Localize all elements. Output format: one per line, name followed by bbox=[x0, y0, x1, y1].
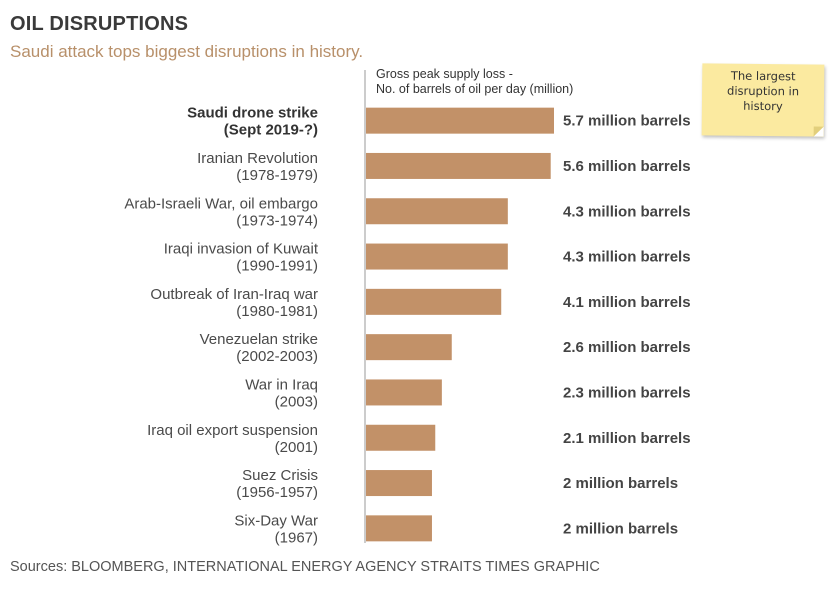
bar bbox=[366, 288, 502, 315]
category-label: Venezuelan strike bbox=[200, 331, 318, 348]
category-label: (1973-1974) bbox=[236, 212, 318, 229]
category-label: Saudi drone strike bbox=[187, 105, 318, 122]
bar bbox=[366, 107, 554, 134]
data-label: 4.3 million barrels bbox=[563, 249, 691, 266]
category-label: (1978-1979) bbox=[236, 167, 318, 184]
bar bbox=[366, 198, 508, 225]
data-label: 2.3 million barrels bbox=[563, 384, 691, 401]
bar bbox=[366, 152, 551, 179]
bar bbox=[366, 379, 442, 406]
category-label: (2003) bbox=[275, 393, 318, 410]
category-label: (1967) bbox=[275, 529, 318, 546]
axis-title-line-1: Gross peak supply loss - bbox=[376, 67, 513, 81]
category-label: (2002-2003) bbox=[236, 348, 318, 365]
category-label: (1990-1991) bbox=[236, 258, 318, 275]
data-label: 4.1 million barrels bbox=[563, 294, 691, 311]
category-label: Suez Crisis bbox=[242, 467, 318, 484]
data-label: 5.6 million barrels bbox=[563, 158, 691, 175]
data-label: 5.7 million barrels bbox=[563, 113, 691, 130]
data-label: 2.1 million barrels bbox=[563, 430, 691, 447]
data-label: 2 million barrels bbox=[563, 520, 678, 537]
category-label: War in Iraq bbox=[245, 376, 318, 393]
category-label: (1956-1957) bbox=[236, 484, 318, 501]
bar bbox=[366, 243, 508, 270]
bar bbox=[366, 424, 436, 451]
category-label: Six-Day War bbox=[234, 512, 318, 529]
category-label: Iraq oil export suspension bbox=[147, 422, 318, 439]
category-label: (1980-1981) bbox=[236, 303, 318, 320]
category-label: (Sept 2019-?) bbox=[224, 122, 318, 139]
category-label: Outbreak of Iran-Iraq war bbox=[150, 286, 318, 303]
axis-title: Gross peak supply loss - No. of barrels … bbox=[376, 67, 676, 97]
category-label: (2001) bbox=[275, 439, 318, 456]
data-label: 4.3 million barrels bbox=[563, 203, 691, 220]
bar bbox=[366, 515, 432, 542]
bar bbox=[366, 334, 452, 361]
axis-title-line-2: No. of barrels of oil per day (million) bbox=[376, 82, 574, 96]
category-label: Arab-Israeli War, oil embargo bbox=[124, 195, 318, 212]
category-label: Iraqi invasion of Kuwait bbox=[164, 241, 319, 258]
bar bbox=[366, 470, 432, 497]
source-note: Sources: BLOOMBERG, INTERNATIONAL ENERGY… bbox=[10, 559, 600, 575]
chart-subtitle: Saudi attack tops biggest disruptions in… bbox=[10, 42, 364, 61]
data-label: 2 million barrels bbox=[563, 475, 678, 492]
category-label: Iranian Revolution bbox=[197, 150, 318, 167]
data-label: 2.6 million barrels bbox=[563, 339, 691, 356]
chart-title: OIL DISRUPTIONS bbox=[10, 13, 189, 35]
